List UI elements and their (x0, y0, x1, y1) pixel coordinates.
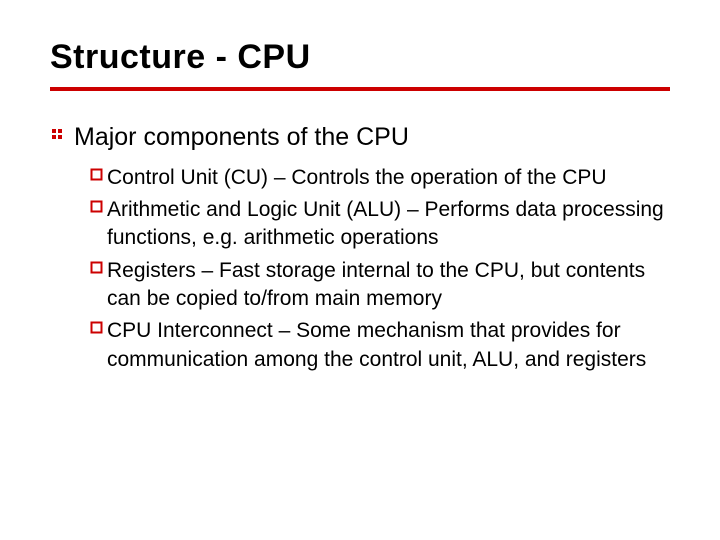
bullet-list-level2: Control Unit (CU) – Controls the operati… (50, 164, 670, 374)
wingding-bullet-icon (50, 127, 64, 146)
y-bullet-svg (90, 321, 103, 334)
list-item: CPU Interconnect – Some mechanism that p… (90, 317, 670, 374)
title-rule (50, 87, 670, 91)
y-bullet-svg (90, 261, 103, 274)
hollow-square-icon (90, 168, 103, 186)
y-bullet-svg (90, 168, 103, 181)
level1-text: Major components of the CPU (74, 121, 670, 154)
level2-text: Control Unit (CU) – Controls the operati… (107, 164, 670, 192)
slide-title: Structure - CPU (50, 38, 670, 77)
level2-text: CPU Interconnect – Some mechanism that p… (107, 317, 670, 374)
slide: Structure - CPU Major components of the … (0, 0, 720, 540)
list-item: Arithmetic and Logic Unit (ALU) – Perfor… (90, 196, 670, 253)
level2-text: Registers – Fast storage internal to the… (107, 257, 670, 314)
list-item: Control Unit (CU) – Controls the operati… (90, 164, 670, 192)
list-item: Major components of the CPU (50, 121, 670, 154)
bullet-list-level1: Major components of the CPU (50, 121, 670, 154)
hollow-square-icon (90, 200, 103, 218)
y-bullet-svg (90, 200, 103, 213)
hollow-square-icon (90, 261, 103, 279)
list-item: Registers – Fast storage internal to the… (90, 257, 670, 314)
hollow-square-icon (90, 321, 103, 339)
level2-text: Arithmetic and Logic Unit (ALU) – Perfor… (107, 196, 670, 253)
z-bullet-svg (50, 127, 64, 141)
